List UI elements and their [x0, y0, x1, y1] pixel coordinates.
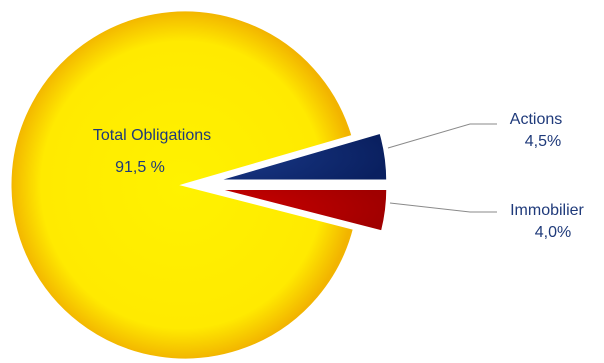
slice-actions [212, 130, 390, 183]
leader-line-actions [387, 123, 497, 149]
slice-label-immobilier-name: Immobilier [510, 202, 584, 219]
slice-label-obligations-name: Total Obligations [93, 127, 211, 144]
slice-label-immobilier-value: 4,0% [535, 224, 571, 241]
slice-label-obligations-value: 91,5 % [115, 159, 165, 176]
leader-line-immobilier [389, 202, 497, 213]
leader-lines [387, 123, 497, 213]
slice-label-actions-value: 4,5% [525, 133, 561, 150]
slice-label-actions-name: Actions [510, 111, 562, 128]
slice-immobilier [212, 187, 390, 234]
slice-total-obligations [8, 8, 357, 362]
pie-slices [8, 8, 390, 362]
